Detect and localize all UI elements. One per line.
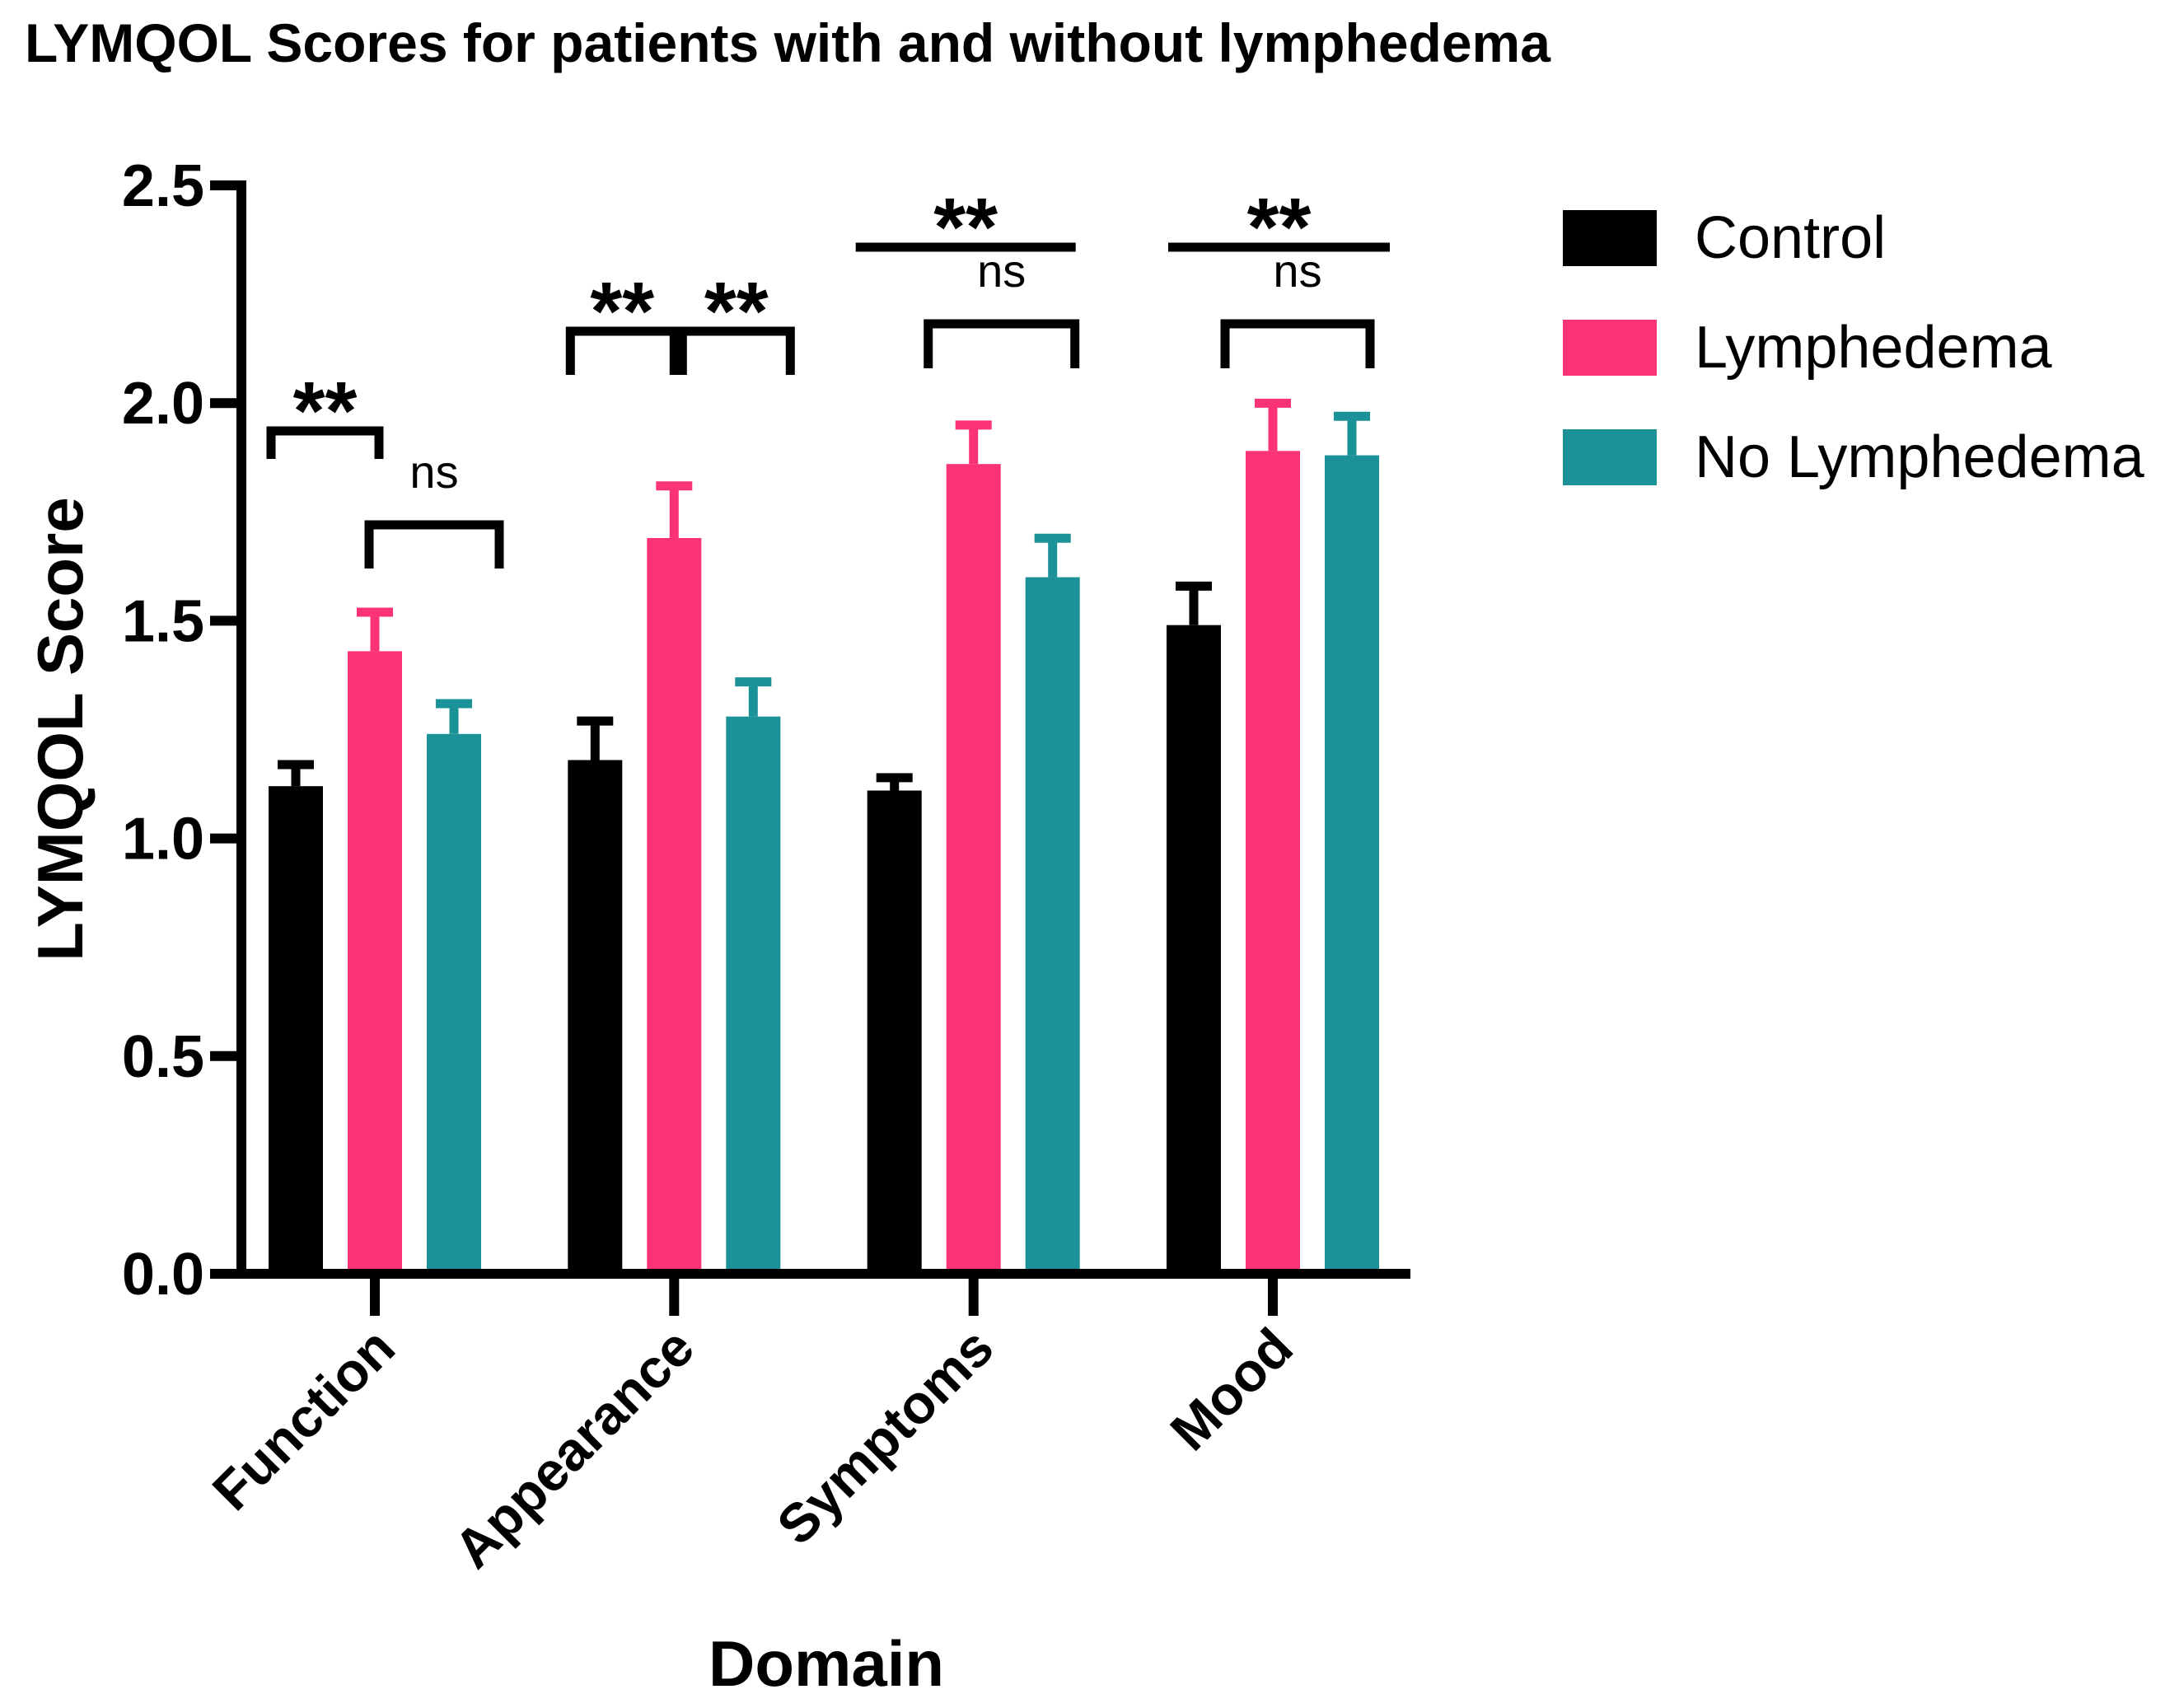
bar-lymphedema-symptoms	[946, 464, 1001, 1274]
legend-swatch-lymphedema	[1563, 320, 1657, 376]
legend-swatch-no-lymphedema	[1563, 429, 1657, 485]
chart-title: LYMQOL Scores for patients with and with…	[25, 12, 1550, 73]
bar-control-symptoms	[867, 790, 922, 1274]
legend-label-lymphedema: Lymphedema	[1695, 315, 2052, 381]
significance-label-stars: **	[933, 181, 998, 274]
bar-no-lymphedema-appearance	[726, 716, 781, 1274]
y-tick-label: 0.0	[122, 1242, 204, 1308]
significance-label-stars: **	[1247, 181, 1312, 274]
significance-bracket	[266, 426, 384, 459]
y-tick-label: 2.0	[122, 371, 204, 437]
significance-label-ns: ns	[977, 245, 1026, 297]
y-tick-label: 1.5	[122, 588, 204, 654]
bar-no-lymphedema-mood	[1325, 455, 1379, 1274]
significance-label-ns: ns	[1273, 245, 1321, 297]
significance-label-stars: **	[704, 265, 769, 358]
legend-item-lymphedema: Lymphedema	[1563, 315, 2144, 381]
y-tick-label: 2.5	[122, 153, 204, 219]
significance-bracket	[677, 326, 795, 375]
bar-control-appearance	[568, 760, 623, 1274]
y-tick-label: 0.5	[122, 1024, 204, 1090]
x-category-label-function: Function	[201, 1317, 406, 1522]
x-category-label-appearance: Appearance	[442, 1317, 705, 1579]
legend-swatch-control	[1563, 210, 1657, 266]
legend-label-no-lymphedema: No Lymphedema	[1695, 424, 2144, 490]
significance-label-stars: **	[293, 365, 358, 457]
bar-lymphedema-mood	[1246, 451, 1300, 1274]
significance-bracket	[565, 326, 679, 375]
y-axis-title: LYMQOL Score	[24, 497, 96, 962]
significance-label-stars: **	[590, 265, 654, 358]
significance-bracket	[1220, 319, 1375, 368]
legend-item-no-lymphedema: No Lymphedema	[1563, 424, 2144, 490]
y-tick-label: 1.0	[122, 807, 204, 873]
bar-control-mood	[1167, 625, 1221, 1274]
bar-no-lymphedema-function	[427, 733, 481, 1274]
legend: Control Lymphedema No Lymphedema	[1563, 205, 2144, 539]
bar-lymphedema-function	[348, 651, 402, 1274]
x-category-label-symptoms: Symptoms	[765, 1317, 1005, 1556]
significance-bracket	[364, 520, 504, 569]
bar-no-lymphedema-symptoms	[1025, 577, 1080, 1274]
significance-bracket	[924, 319, 1080, 368]
bar-control-function	[269, 786, 323, 1274]
x-category-label-mood: Mood	[1158, 1317, 1304, 1462]
bar-lymphedema-appearance	[647, 538, 702, 1274]
x-axis-title: Domain	[709, 1627, 944, 1700]
significance-label-ns: ns	[409, 446, 458, 498]
legend-label-control: Control	[1695, 205, 1887, 271]
legend-item-control: Control	[1563, 205, 2144, 271]
